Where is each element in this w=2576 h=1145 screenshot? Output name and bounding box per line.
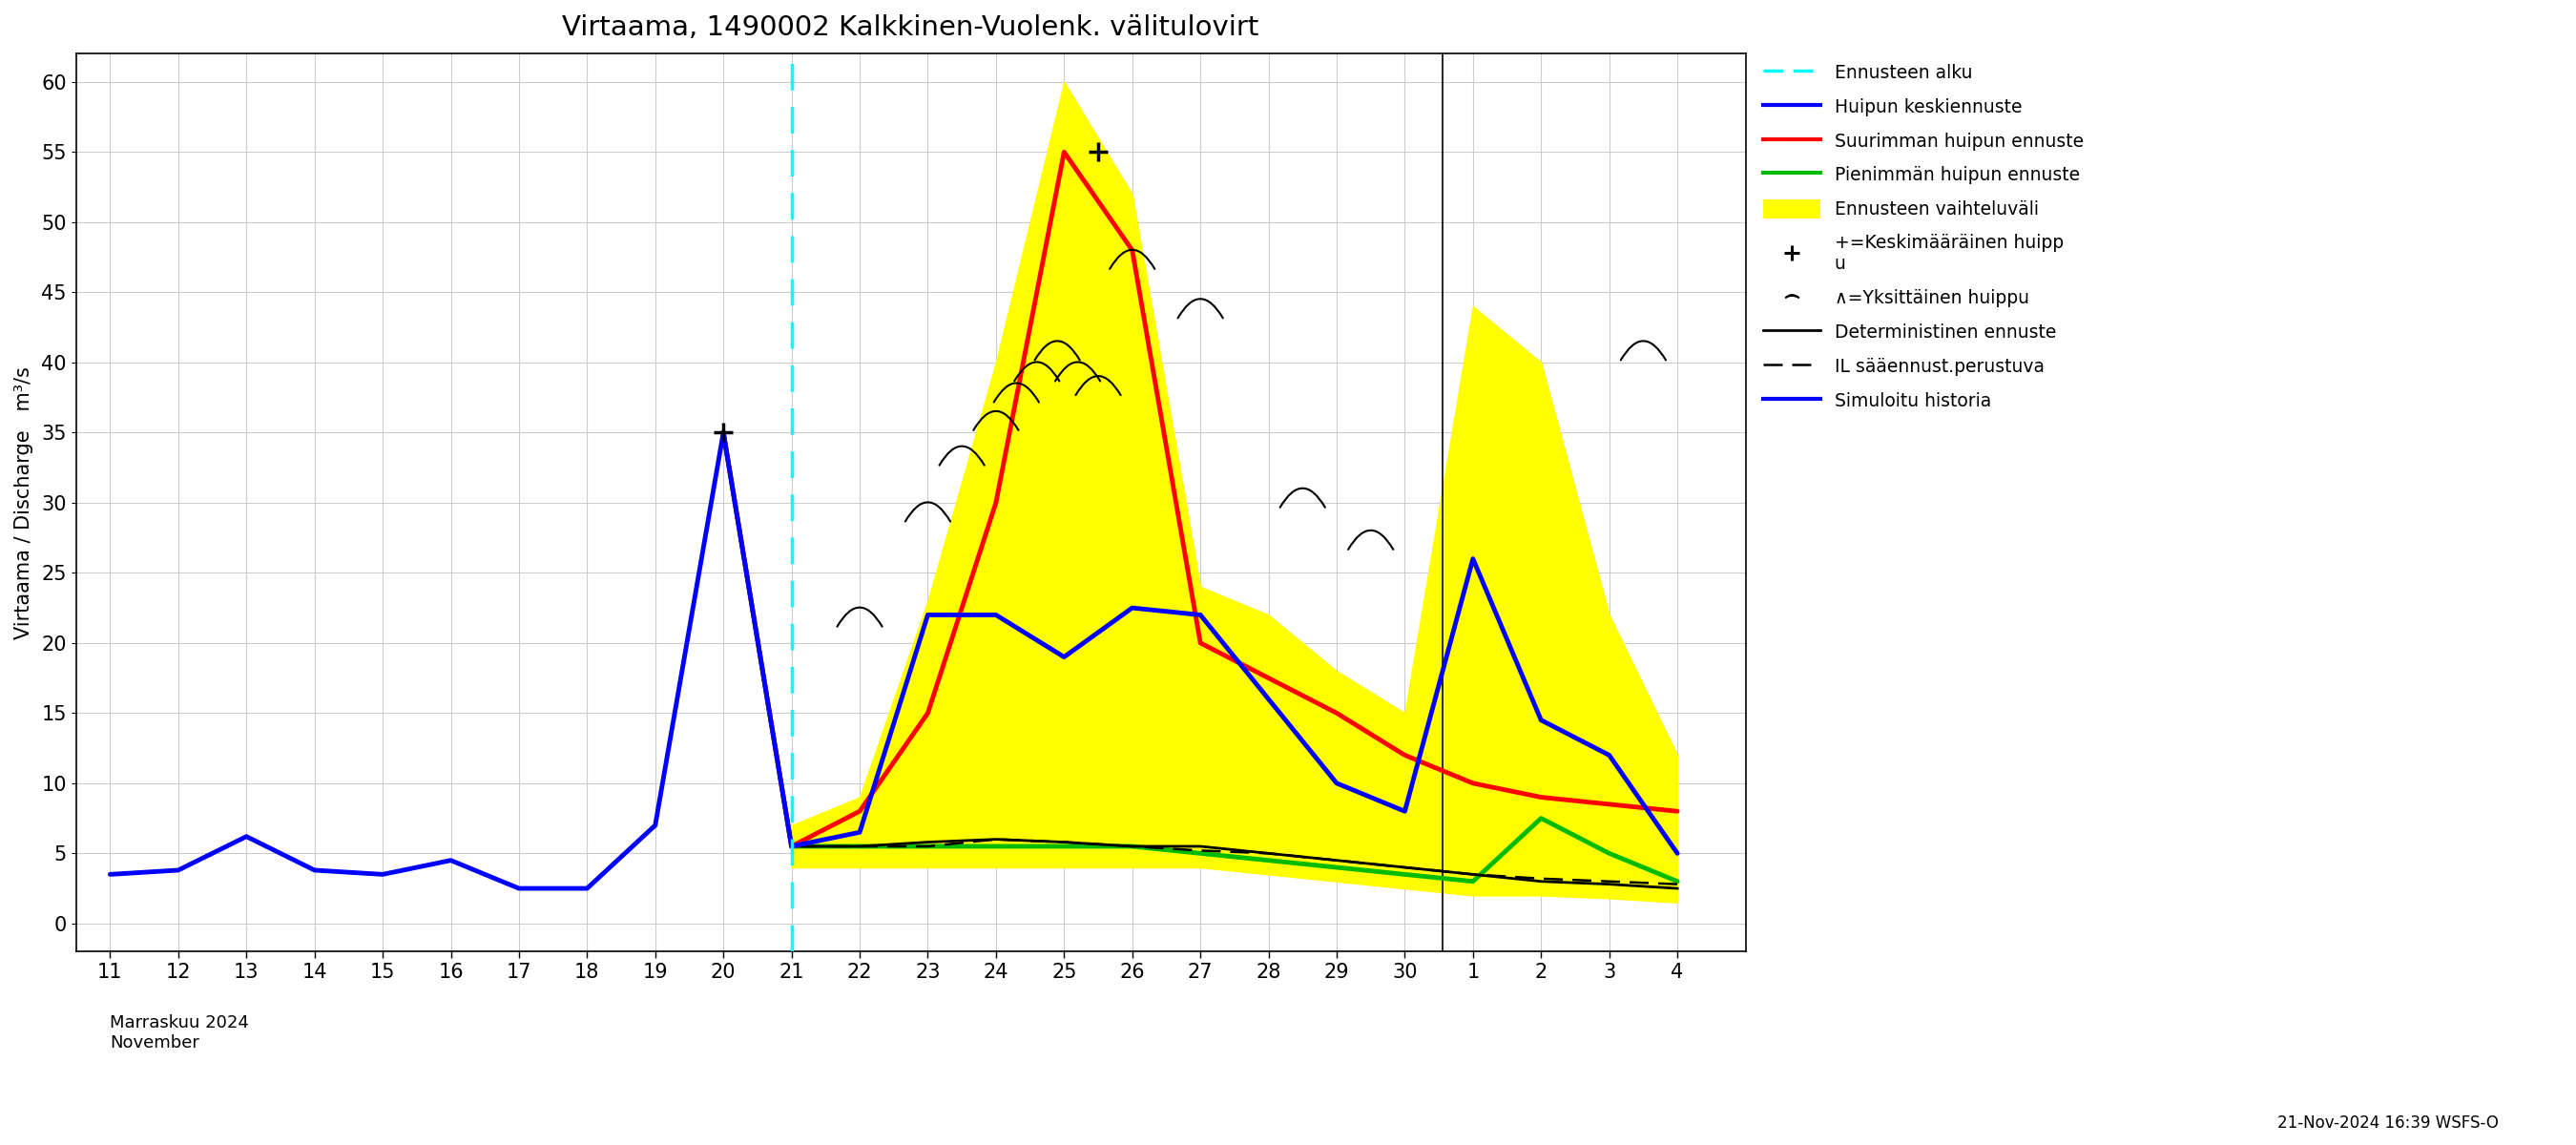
Title: Virtaama, 1490002 Kalkkinen-Vuolenk. välitulovirt: Virtaama, 1490002 Kalkkinen-Vuolenk. väl… [562, 14, 1260, 41]
Legend: Ennusteen alku, Huipun keskiennuste, Suurimman huipun ennuste, Pienimmän huipun : Ennusteen alku, Huipun keskiennuste, Suu… [1762, 63, 2084, 410]
Y-axis label: Virtaama / Discharge   m³/s: Virtaama / Discharge m³/s [15, 366, 33, 639]
Text: 21-Nov-2024 16:39 WSFS-O: 21-Nov-2024 16:39 WSFS-O [2277, 1114, 2499, 1131]
Text: Marraskuu 2024
November: Marraskuu 2024 November [111, 1014, 250, 1051]
